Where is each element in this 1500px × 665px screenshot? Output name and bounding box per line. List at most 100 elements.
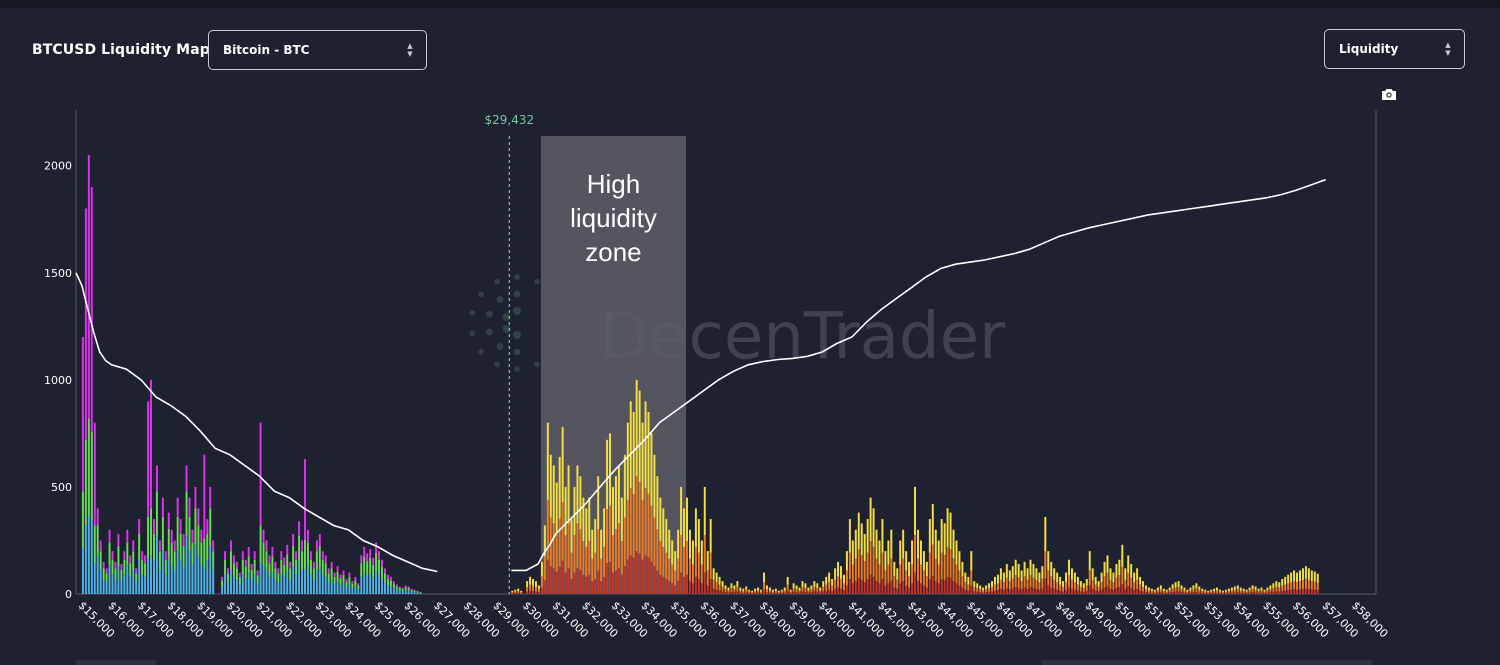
short-bar (1180, 585, 1183, 590)
long-bar (381, 559, 383, 567)
long-bar (185, 491, 188, 537)
short-bar (902, 581, 905, 594)
short-bar (863, 582, 866, 594)
short-bar (1050, 587, 1053, 594)
long-bar (114, 579, 117, 594)
short-bar (543, 556, 546, 581)
short-bar (905, 585, 908, 594)
short-bar (745, 586, 748, 590)
current-price-marker: $29,432 (484, 113, 534, 594)
long-bar (108, 565, 111, 594)
long-bar (182, 534, 185, 547)
long-bar (212, 569, 215, 594)
camera-icon[interactable] (1381, 87, 1397, 101)
short-bar (1180, 592, 1183, 594)
short-bar (958, 551, 961, 571)
short-bar (674, 585, 677, 594)
long-bar (295, 551, 298, 560)
short-bar (763, 582, 765, 590)
short-bar (786, 576, 789, 585)
long-bar (232, 555, 235, 564)
short-bar (1195, 591, 1198, 594)
watermark-dot (486, 310, 493, 318)
short-bar (526, 581, 529, 587)
asset-select[interactable]: Bitcoin - BTC ▲ ▼ (208, 30, 427, 70)
long-bar (330, 568, 333, 580)
short-bar (991, 586, 993, 592)
short-bar (742, 591, 745, 593)
mode-select[interactable]: Liquidity ▲ ▼ (1324, 29, 1465, 69)
mode-select-value: Liquidity (1339, 42, 1399, 56)
short-bar (597, 570, 600, 594)
short-bar (683, 576, 686, 594)
long-bar (283, 564, 286, 578)
short-bar (576, 523, 579, 569)
short-bar (1162, 588, 1165, 592)
short-bar (700, 564, 703, 584)
long-bar (253, 559, 256, 575)
short-liquidity-bars (511, 379, 1319, 594)
short-bar (760, 591, 763, 594)
short-bar (925, 587, 928, 594)
long-bar (93, 525, 96, 564)
short-bar (1035, 588, 1038, 594)
long-bar (363, 556, 366, 573)
short-bar (715, 582, 718, 590)
short-bar (993, 584, 996, 591)
short-bar (822, 591, 825, 594)
long-bar (345, 579, 348, 583)
short-bar (620, 497, 623, 541)
short-bar (970, 570, 973, 586)
select-arrows-icon: ▲ ▼ (407, 42, 413, 58)
long-bar (203, 538, 206, 569)
short-bar (1269, 585, 1272, 590)
short-bar (1227, 588, 1230, 592)
short-bar (564, 535, 567, 573)
short-bar (1029, 559, 1032, 576)
short-bar (996, 574, 999, 584)
bottom-scroll-thumb[interactable] (76, 660, 156, 665)
short-bar (958, 570, 961, 586)
short-bar (1233, 586, 1236, 590)
short-bar (792, 591, 795, 594)
short-bar (582, 497, 585, 541)
short-bar (573, 535, 576, 573)
short-bar (1118, 575, 1121, 588)
long-bar (330, 579, 333, 594)
short-bar (1017, 577, 1020, 589)
short-bar (1076, 576, 1079, 585)
long-bar (383, 582, 386, 594)
short-bar (603, 508, 606, 547)
short-bar (694, 546, 697, 577)
short-bar (606, 509, 609, 564)
short-bar (813, 581, 816, 587)
long-bar (227, 582, 229, 594)
long-bar (348, 572, 351, 577)
long-bar (105, 573, 108, 583)
long-bar (419, 592, 422, 594)
short-bar (763, 572, 765, 583)
long-bar (345, 587, 348, 594)
short-bar (765, 589, 768, 593)
long-bar (235, 568, 238, 580)
short-bar (999, 568, 1002, 580)
long-bar (188, 497, 191, 517)
short-bar (1216, 592, 1219, 594)
long-bar (389, 576, 392, 581)
long-bar (253, 574, 256, 594)
short-bar (1056, 572, 1059, 583)
short-bar (783, 592, 786, 594)
short-bar (549, 454, 552, 518)
short-bar (623, 454, 626, 518)
short-bar (641, 422, 644, 500)
long-bar (135, 573, 138, 583)
short-bar (691, 540, 694, 565)
long-bar (244, 559, 247, 567)
short-bar (1156, 590, 1159, 593)
short-bar (1020, 581, 1023, 590)
short-bar (570, 552, 573, 580)
long-bar (259, 525, 262, 564)
short-bar (1002, 582, 1005, 590)
short-bar (914, 486, 917, 536)
bottom-scroll-track[interactable] (1042, 660, 1372, 665)
